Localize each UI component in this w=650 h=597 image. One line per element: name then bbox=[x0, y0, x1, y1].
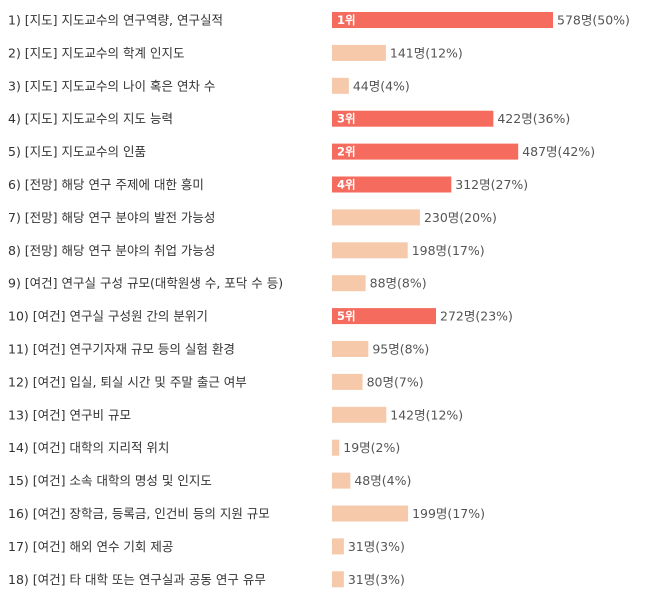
value-label: 199명(17%) bbox=[412, 506, 485, 521]
bar bbox=[332, 275, 366, 292]
category-label: 14) [여건] 대학의 지리적 위치 bbox=[8, 440, 169, 455]
bar bbox=[332, 341, 369, 357]
category-label: 15) [여건] 소속 대학의 명성 및 인지도 bbox=[8, 473, 212, 488]
category-label: 2) [지도] 지도교수의 학계 인지도 bbox=[8, 45, 184, 60]
category-label: 7) [전망] 해당 연구 분야의 발전 가능성 bbox=[8, 210, 215, 225]
bar bbox=[332, 538, 344, 555]
category-label: 5) [지도] 지도교수의 인품 bbox=[8, 144, 146, 159]
value-label: 19명(2%) bbox=[343, 440, 400, 455]
rank-label: 2위 bbox=[337, 145, 356, 159]
category-label: 16) [여건] 장학금, 등록금, 인건비 등의 지원 규모 bbox=[8, 506, 270, 521]
rank-label: 1위 bbox=[337, 13, 356, 27]
bar bbox=[332, 110, 494, 127]
category-label: 4) [지도] 지도교수의 지도 능력 bbox=[8, 111, 173, 126]
category-label: 3) [지도] 지도교수의 나이 혹은 연차 수 bbox=[8, 78, 215, 93]
bar bbox=[332, 406, 387, 423]
bar bbox=[332, 308, 436, 325]
value-label: 95명(8%) bbox=[372, 342, 429, 357]
rank-label: 3위 bbox=[337, 112, 356, 126]
rank-label: 4위 bbox=[337, 178, 356, 192]
value-label: 142명(12%) bbox=[390, 407, 463, 422]
bar bbox=[332, 44, 386, 61]
value-label: 48명(4%) bbox=[354, 473, 411, 488]
value-label: 44명(4%) bbox=[353, 78, 410, 93]
category-label: 11) [여건] 연구기자재 규모 등의 실험 환경 bbox=[8, 342, 235, 357]
value-label: 80명(7%) bbox=[367, 374, 424, 389]
category-label: 13) [여건] 연구비 규모 bbox=[8, 407, 131, 422]
value-label: 312명(27%) bbox=[455, 177, 528, 192]
category-label: 12) [여건] 입실, 퇴실 시간 및 주말 출근 여부 bbox=[8, 374, 247, 389]
category-label: 10) [여건] 연구실 구성원 간의 분위기 bbox=[8, 309, 208, 324]
bar bbox=[332, 373, 363, 390]
category-label: 8) [전망] 해당 연구 분야의 취업 가능성 bbox=[8, 243, 215, 258]
value-label: 88명(8%) bbox=[370, 276, 427, 291]
bar bbox=[332, 571, 344, 588]
category-label: 17) [여건] 해외 연수 기회 제공 bbox=[8, 539, 173, 554]
value-label: 230명(20%) bbox=[424, 210, 497, 225]
bar bbox=[332, 77, 349, 94]
value-label: 272명(23%) bbox=[440, 309, 513, 324]
value-label: 578명(50%) bbox=[557, 13, 630, 28]
rank-label: 5위 bbox=[337, 309, 356, 323]
bar bbox=[332, 505, 409, 522]
value-label: 141명(12%) bbox=[390, 45, 463, 60]
bar bbox=[332, 12, 553, 28]
bar bbox=[332, 209, 420, 226]
value-label: 31명(3%) bbox=[348, 572, 405, 587]
category-label: 1) [지도] 지도교수의 연구역량, 연구실적 bbox=[8, 13, 223, 28]
value-label: 198명(17%) bbox=[412, 243, 485, 258]
value-label: 487명(42%) bbox=[522, 144, 595, 159]
value-label: 31명(3%) bbox=[348, 539, 405, 554]
category-label: 18) [여건] 타 대학 또는 연구실과 공동 연구 유무 bbox=[8, 572, 266, 587]
value-label: 422명(36%) bbox=[497, 111, 570, 126]
category-label: 6) [전망] 해당 연구 주제에 대한 흥미 bbox=[8, 177, 204, 192]
bar bbox=[332, 242, 408, 259]
bar bbox=[332, 439, 340, 456]
bar bbox=[332, 472, 351, 489]
bar bbox=[332, 176, 452, 193]
bar bbox=[332, 143, 519, 160]
category-label: 9) [여건] 연구실 구성 규모(대학원생 수, 포닥 수 등) bbox=[8, 276, 283, 291]
